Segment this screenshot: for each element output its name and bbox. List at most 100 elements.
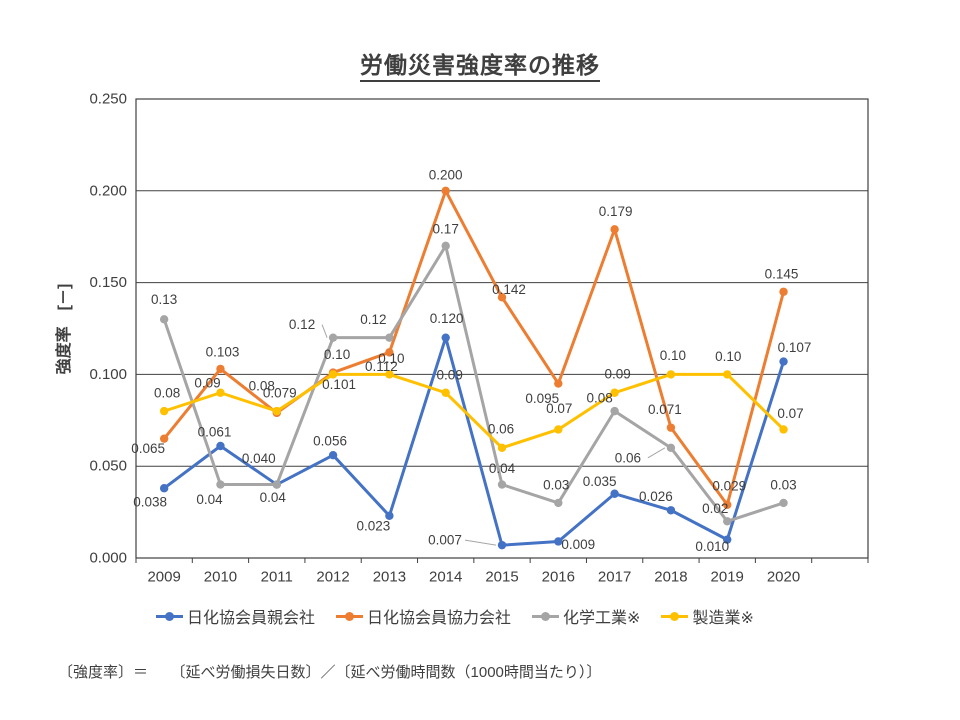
data-label: 0.06: [615, 450, 641, 465]
data-label: 0.04: [260, 490, 287, 505]
x-axis-tick-label: 2013: [373, 569, 406, 586]
data-point: [779, 498, 788, 508]
legend-item-manufacturing: 製造業※: [661, 604, 754, 628]
data-point: [723, 517, 732, 526]
x-axis-tick-label: 2020: [767, 569, 800, 586]
data-label: 0.13: [151, 292, 177, 307]
legend-label: 製造業※: [692, 610, 754, 627]
y-axis-tick-label: 0.050: [89, 458, 127, 475]
data-label: 0.12: [289, 317, 315, 332]
data-point: [385, 348, 394, 357]
data-label: 0.08: [154, 386, 180, 401]
data-point: [328, 450, 338, 460]
x-axis-tick-label: 2015: [485, 569, 518, 586]
data-label: 0.04: [489, 461, 516, 476]
data-point: [216, 441, 225, 451]
data-label: 0.007: [428, 533, 462, 548]
data-point: [441, 186, 450, 195]
data-label: 0.101: [322, 377, 356, 392]
data-label: 0.10: [660, 348, 686, 363]
data-point: [216, 388, 225, 397]
legend-item-parent-companies: 日化協会員親会社: [156, 604, 315, 628]
label-leader-line: [647, 447, 666, 459]
data-point: [497, 443, 507, 453]
data-point: [723, 500, 732, 509]
data-point: [272, 480, 281, 489]
legend-item-chemical-industry: 化学工業※: [532, 604, 640, 628]
data-label: 0.035: [583, 474, 617, 489]
data-label: 0.029: [712, 478, 746, 493]
data-label: 0.09: [194, 375, 220, 390]
chart-legend: 日化協会員親会社 日化協会員協力会社 化学工業※ 製造業※: [156, 604, 754, 628]
data-label: 0.10: [715, 349, 741, 364]
data-point: [666, 423, 676, 432]
data-label: 0.112: [365, 359, 398, 374]
data-label: 0.03: [770, 477, 796, 492]
data-point: [666, 443, 676, 453]
data-label: 0.02: [702, 501, 728, 516]
data-label: 0.200: [429, 167, 463, 182]
data-point: [779, 357, 788, 366]
legend-label: 日化協会員親会社: [187, 610, 316, 627]
data-label: 0.04: [196, 492, 223, 507]
data-label: 0.142: [492, 282, 526, 297]
x-axis-tick-label: 2019: [711, 569, 744, 586]
data-point: [159, 315, 169, 324]
data-label: 0.120: [430, 311, 464, 326]
data-label: 0.07: [546, 401, 572, 416]
x-axis-tick-label: 2009: [147, 569, 180, 586]
data-label: 0.010: [695, 539, 729, 554]
data-label: 0.10: [378, 351, 404, 366]
data-point: [554, 379, 563, 388]
label-leader-line: [321, 324, 328, 338]
data-point: [385, 333, 394, 342]
x-axis-tick-label: 2016: [542, 569, 575, 586]
data-point: [610, 225, 619, 234]
data-point: [497, 480, 507, 489]
data-label: 0.179: [599, 204, 633, 219]
data-label: 0.06: [488, 421, 514, 436]
data-point: [554, 425, 563, 434]
y-axis-tick-label: 0.150: [89, 274, 127, 291]
data-label: 0.103: [206, 344, 240, 359]
data-point: [385, 511, 394, 520]
data-label: 0.040: [242, 451, 276, 466]
data-label: 0.08: [249, 379, 275, 394]
plot-area-border: [135, 98, 869, 559]
data-label: 0.145: [765, 266, 799, 281]
legend-label: 化学工業※: [563, 610, 641, 627]
data-label: 0.10: [324, 347, 350, 362]
severity-rate-formula: 〔強度率〕＝ 〔延べ労働損失日数〕／〔延べ労働時間数（1000時間当たり）〕: [58, 664, 602, 681]
data-point: [554, 498, 563, 508]
data-label: 0.038: [133, 495, 167, 510]
data-label: 0.09: [437, 367, 463, 382]
data-label: 0.061: [198, 425, 232, 440]
data-point: [159, 406, 169, 416]
y-axis-tick-label: 0.100: [89, 366, 127, 383]
data-point: [385, 370, 394, 379]
data-point: [610, 489, 619, 498]
data-label: 0.12: [360, 312, 386, 327]
data-point: [610, 406, 619, 416]
data-point: [723, 370, 732, 379]
data-label: 0.03: [543, 477, 569, 492]
data-label: 0.023: [356, 518, 390, 533]
chart-title: 労働災害強度率の推移: [0, 46, 960, 82]
data-point: [666, 370, 676, 379]
data-point: [441, 333, 450, 342]
data-point: [779, 287, 788, 296]
data-label: 0.09: [604, 366, 630, 381]
data-point: [497, 293, 507, 302]
legend-marker-icon: [336, 611, 364, 621]
data-point: [779, 425, 788, 434]
x-axis-tick-label: 2011: [261, 569, 293, 586]
legend-marker-icon: [156, 611, 183, 621]
data-point: [216, 364, 225, 374]
series-line-1: [162, 189, 786, 507]
data-point: [441, 388, 450, 397]
chart-title-text: 労働災害強度率の推移: [360, 52, 600, 82]
series-line-0: [162, 336, 786, 547]
data-label: 0.071: [648, 402, 682, 417]
x-axis-tick-label: 2010: [204, 569, 237, 586]
